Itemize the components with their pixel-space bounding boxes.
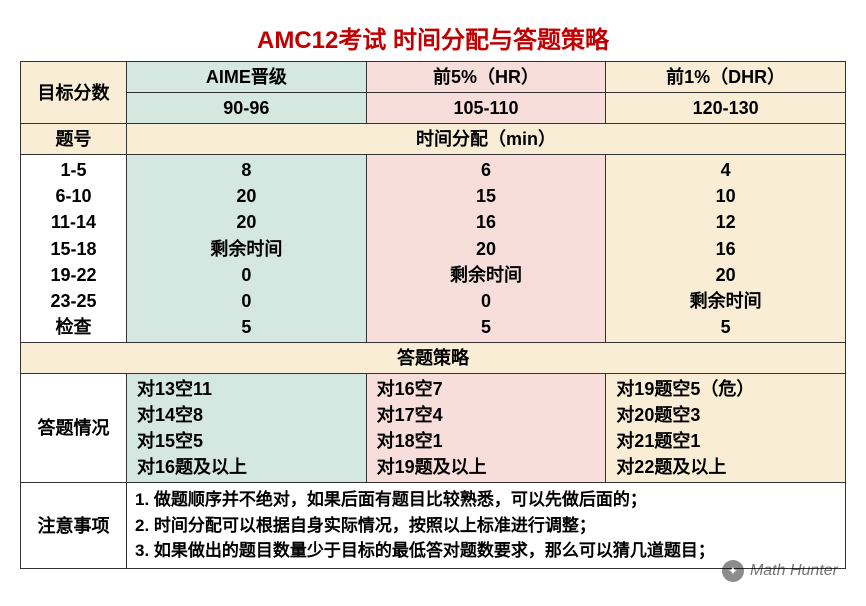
header-row-2: 90-96 105-110 120-130 xyxy=(21,93,846,124)
target-score-label: 目标分数 xyxy=(21,62,127,124)
tier-range-1: 105-110 xyxy=(366,93,606,124)
tier-name-0: AIME晋级 xyxy=(127,62,367,93)
watermark: ✦ Math Hunter xyxy=(722,560,838,582)
time-col-2: 410121620剩余时间5 xyxy=(606,155,846,343)
tier-name-2: 前1%（DHR） xyxy=(606,62,846,93)
strategy-col-1: 对16空7对17空4对18空1对19题及以上 xyxy=(366,374,606,483)
time-col-0: 82020剩余时间005 xyxy=(127,155,367,343)
time-section-title: 时间分配（min） xyxy=(127,124,846,155)
notes-row: 注意事项 1. 做题顺序并不绝对，如果后面有题目比较熟悉，可以先做后面的；2. … xyxy=(21,483,846,569)
strategy-label: 答题情况 xyxy=(21,374,127,483)
tier-range-2: 120-130 xyxy=(606,93,846,124)
time-col-1: 6151620剩余时间05 xyxy=(366,155,606,343)
strategy-col-0: 对13空11对14空8对15空5对16题及以上 xyxy=(127,374,367,483)
notes-label: 注意事项 xyxy=(21,483,127,569)
notes-content: 1. 做题顺序并不绝对，如果后面有题目比较熟悉，可以先做后面的；2. 时间分配可… xyxy=(127,483,846,569)
strategy-row: 答题情况 对13空11对14空8对15空5对16题及以上 对16空7对17空4对… xyxy=(21,374,846,483)
strategy-table: 目标分数 AIME晋级 前5%（HR） 前1%（DHR） 90-96 105-1… xyxy=(20,61,846,569)
tier-range-0: 90-96 xyxy=(127,93,367,124)
strategy-section-title: 答题策略 xyxy=(21,342,846,373)
tier-name-1: 前5%（HR） xyxy=(366,62,606,93)
header-row-1: 目标分数 AIME晋级 前5%（HR） 前1%（DHR） xyxy=(21,62,846,93)
time-row: 1-56-1011-1415-1819-2223-25检查82020剩余时间00… xyxy=(21,155,846,343)
strategy-col-2: 对19题空5（危）对20题空3对21题空1对22题及以上 xyxy=(606,374,846,483)
page-title: AMC12考试 时间分配与答题策略 xyxy=(20,20,846,55)
time-section-header: 题号 时间分配（min） xyxy=(21,124,846,155)
watermark-text: Math Hunter xyxy=(750,562,838,580)
wechat-icon: ✦ xyxy=(722,560,744,582)
question-number-label: 题号 xyxy=(21,124,127,155)
question-ranges: 1-56-1011-1415-1819-2223-25检查 xyxy=(21,155,127,343)
strategy-section-header: 答题策略 xyxy=(21,342,846,373)
